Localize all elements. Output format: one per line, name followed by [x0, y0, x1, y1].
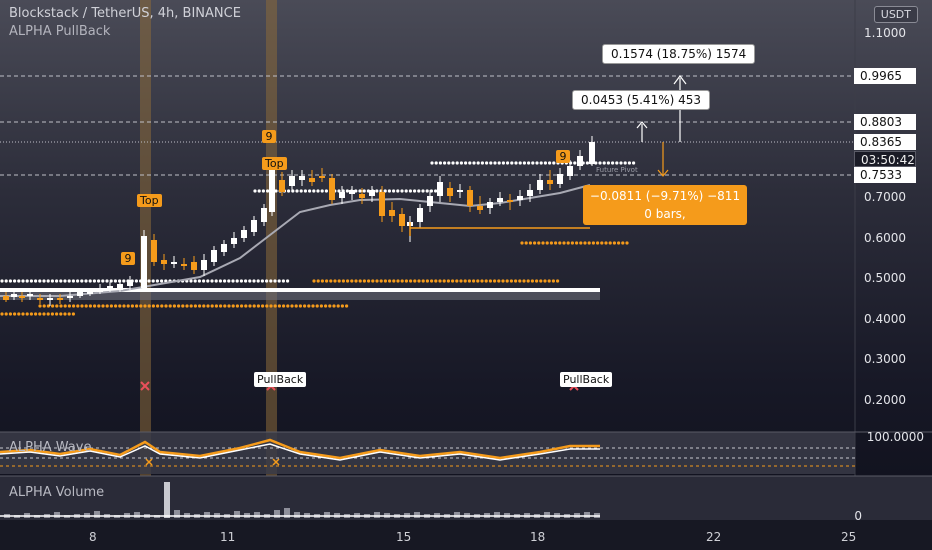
top-marker-2: Top [262, 157, 287, 170]
top-marker-1: Top [137, 194, 162, 207]
time-label-1: 8 [89, 530, 97, 544]
price-label-7: 0.2000 [864, 393, 906, 407]
pullback-label-1: PullBack [254, 372, 307, 387]
level-tag-c: 0.8365 [854, 134, 916, 150]
volume-pane [0, 476, 932, 520]
price-label-6: 0.3000 [864, 352, 906, 366]
currency-button[interactable]: USDT [873, 6, 918, 23]
price-label-4: 0.5000 [864, 271, 906, 285]
price-label-1: 1.1000 [864, 26, 906, 40]
pullback-markers [140, 381, 579, 391]
measure-callout-upper: 0.1574 (18.75%) 1574 [602, 44, 756, 64]
level-tag-a: 0.9965 [854, 68, 916, 84]
volume-axis-value: 0 [854, 509, 862, 523]
price-label-5: 0.4000 [864, 312, 906, 326]
nine-marker-2: 9 [262, 130, 276, 143]
time-label-2: 11 [220, 530, 236, 544]
price-label-2: 0.7000 [864, 190, 906, 204]
orange-dot-levels [0, 241, 629, 316]
nine-marker-3: 9 [556, 150, 570, 163]
lower-callout-line2: 0 bars, [644, 207, 686, 221]
countdown-tag: 03:50:42 [854, 151, 916, 167]
lower-callout-line1: −0.0811 (−9.71%) −811 [589, 189, 741, 203]
wave-axis-value: 100.0000 [866, 430, 924, 444]
time-label-5: 22 [706, 530, 722, 544]
level-tag-d: 0.7533 [854, 167, 916, 183]
future-pivot-label: Future Pivot [596, 166, 638, 174]
time-label-6: 25 [841, 530, 857, 544]
nine-marker-1: 9 [121, 252, 135, 265]
candlesticks [3, 136, 595, 306]
wave-pane [0, 432, 855, 474]
signal-column-2 [266, 0, 277, 520]
time-label-3: 15 [396, 530, 412, 544]
symbol-title: Blockstack / TetherUS, 4h, BINANCE [9, 6, 241, 21]
volume-pane-title: ALPHA Volume [9, 485, 105, 500]
wave-pane-title: ALPHA Wave [9, 440, 92, 455]
price-label-3: 0.6000 [864, 231, 906, 245]
time-label-4: 18 [530, 530, 546, 544]
base-band [0, 288, 600, 292]
indicator-name: ALPHA PullBack [9, 24, 111, 39]
level-tag-b: 0.8803 [854, 114, 916, 130]
measure-callout-middle: 0.0453 (5.41%) 453 [572, 90, 711, 110]
pullback-label-2: PullBack [560, 372, 613, 387]
measure-callout-lower: −0.0811 (−9.71%) −811 0 bars, [583, 185, 747, 225]
